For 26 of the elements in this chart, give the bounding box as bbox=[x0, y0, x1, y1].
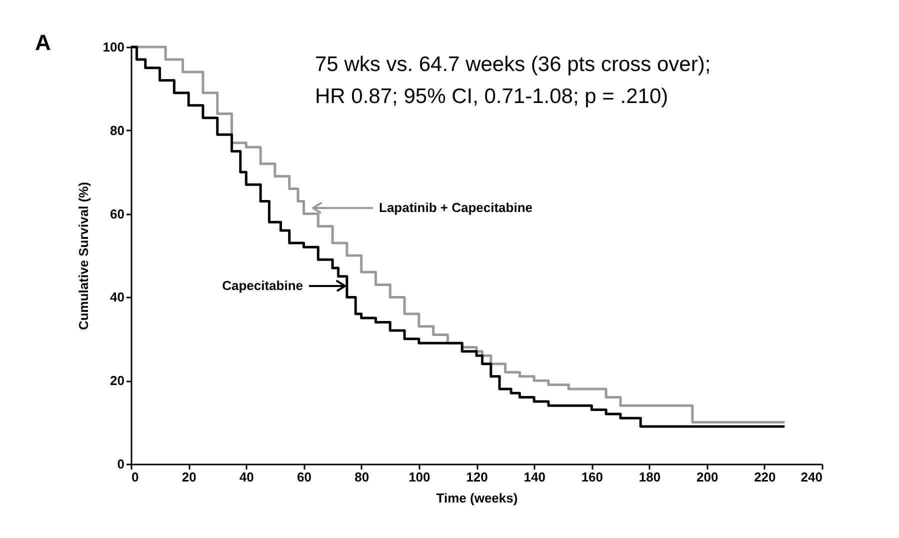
x-tick-label: 40 bbox=[239, 470, 254, 484]
x-tick-label: 20 bbox=[182, 470, 196, 484]
annotation: HR 0.87; 95% CI, 0.71-1.08; p = .210) bbox=[315, 85, 668, 108]
y-tick-label: 60 bbox=[110, 206, 124, 222]
x-tick-label: 60 bbox=[297, 470, 312, 484]
x-tick-label: 0 bbox=[132, 470, 139, 484]
text: A bbox=[35, 30, 51, 55]
x-tick-label: 100 bbox=[408, 470, 430, 484]
y-tick-label: 100 bbox=[102, 40, 124, 54]
annotation: 75 wks vs. 64.7 weeks (36 pts cross over); bbox=[315, 53, 711, 76]
x-tick-label: 200 bbox=[696, 470, 718, 484]
x-tick-label: 160 bbox=[581, 470, 604, 484]
y-tick-label: 0 bbox=[117, 456, 124, 472]
x-tick-label: 140 bbox=[524, 470, 546, 484]
y-axis-title: Cumulative Survival (%) bbox=[76, 182, 91, 330]
x-tick-label: 240 bbox=[800, 470, 822, 484]
x-axis-title: Time (weeks) bbox=[436, 490, 518, 506]
legend-label: Lapatinib + Capecitabine bbox=[379, 200, 533, 215]
y-tick-label: 20 bbox=[110, 373, 124, 388]
x-tick-label: 80 bbox=[354, 470, 370, 484]
x-tick-label: 180 bbox=[638, 470, 661, 484]
series-label: Capecitabine bbox=[222, 278, 303, 293]
x-tick-label: 220 bbox=[754, 470, 776, 484]
x-tick-label: 120 bbox=[466, 470, 488, 484]
y-tick-label: 40 bbox=[110, 290, 124, 305]
y-tick-label: 80 bbox=[110, 122, 124, 138]
